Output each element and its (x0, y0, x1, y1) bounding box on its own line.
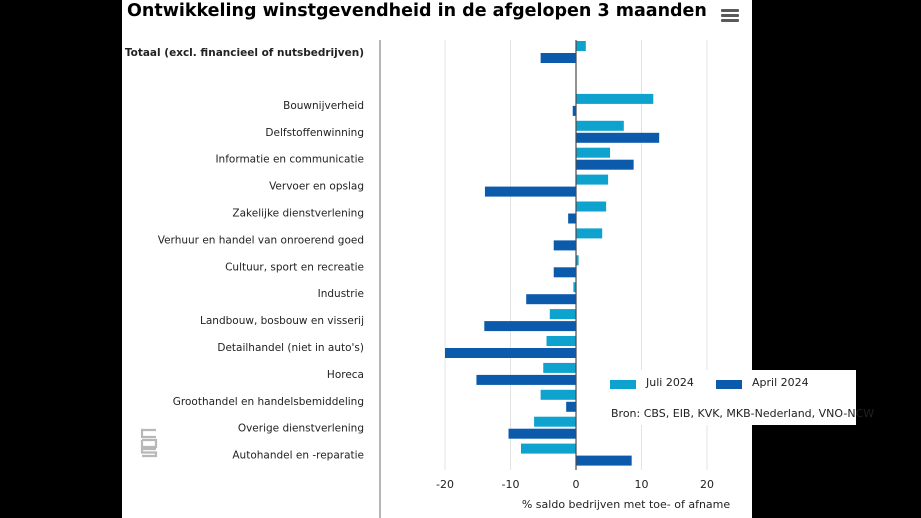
x-tick-label: 20 (700, 478, 714, 491)
bar-juli (576, 93, 654, 104)
bar-juli (576, 120, 624, 131)
bar-april (526, 294, 576, 305)
bar-april (484, 186, 576, 197)
x-tick-label: 0 (573, 478, 580, 491)
category-label: Industrie (318, 288, 364, 300)
bar-juli (576, 147, 611, 158)
category-label: Informatie en communicatie (215, 154, 364, 166)
bar-april (553, 240, 576, 251)
bar-juli (534, 416, 576, 427)
bar-juli (573, 282, 576, 293)
axes (379, 40, 577, 518)
bar-april (476, 374, 576, 385)
category-label: Bouwnijverheid (283, 100, 364, 112)
bar-april (445, 348, 576, 358)
bar-juli (549, 309, 576, 320)
legend: Juli 2024 April 2024 (598, 370, 856, 425)
category-labels: Totaal (excl. financieel of nutsbedrijve… (125, 47, 364, 462)
category-label: Verhuur en handel van onroerend goed (158, 234, 364, 246)
bar-juli (540, 389, 576, 400)
category-label: Groothandel en handelsbemiddeling (173, 396, 364, 408)
bar-juli (576, 41, 586, 51)
bar-april (484, 321, 576, 332)
bar-april (540, 53, 576, 63)
legend-swatch-juli (610, 380, 636, 389)
category-label: Detailhandel (niet in auto's) (217, 342, 364, 354)
x-tick-label: 10 (635, 478, 649, 491)
category-label: Landbouw, bosbouw en visserij (200, 315, 364, 327)
x-tick-label: -20 (436, 478, 454, 491)
bar-april (576, 132, 660, 143)
bar-april (576, 455, 632, 466)
category-label: Vervoer en opslag (269, 181, 364, 193)
category-label: Autohandel en -reparatie (232, 450, 364, 462)
bar-april (572, 105, 576, 116)
category-label: Horeca (327, 369, 364, 381)
bar-juli (576, 201, 607, 212)
bar-april (576, 159, 634, 170)
cbs-logo-icon (140, 428, 158, 458)
category-label: Cultuur, sport en recreatie (225, 261, 364, 273)
bar-juli (576, 174, 609, 185)
bar-juli (576, 228, 603, 239)
legend-label-juli: Juli 2024 (646, 376, 694, 389)
chart-panel (122, 0, 752, 518)
tick-labels: -20 -10 0 10 20 (436, 478, 714, 491)
hamburger-menu-icon[interactable] (721, 9, 739, 23)
bar-juli (546, 336, 576, 346)
bar-juli (520, 443, 576, 454)
bar-april (508, 428, 576, 439)
x-axis-title: % saldo bedrijven met toe- of afname (522, 498, 731, 511)
bar-juli (576, 255, 579, 266)
source-note: Bron: CBS, EIB, KVK, MKB-Nederland, VNO-… (611, 407, 875, 420)
category-label: Overige dienstverlening (238, 423, 364, 435)
bars (445, 41, 660, 466)
bar-juli (543, 362, 576, 373)
bar-april (553, 267, 576, 278)
category-label: Zakelijke dienstverlening (232, 208, 364, 220)
bar-april (568, 213, 576, 224)
x-tick-label: -10 (502, 478, 520, 491)
legend-swatch-april (716, 380, 742, 389)
bar-april (566, 401, 576, 412)
category-label: Totaal (excl. financieel of nutsbedrijve… (125, 47, 364, 59)
category-label: Delfstoffenwinning (265, 127, 364, 139)
legend-label-april: April 2024 (752, 376, 809, 389)
chart-title: Ontwikkeling winstgevendheid in de afgel… (127, 1, 707, 21)
